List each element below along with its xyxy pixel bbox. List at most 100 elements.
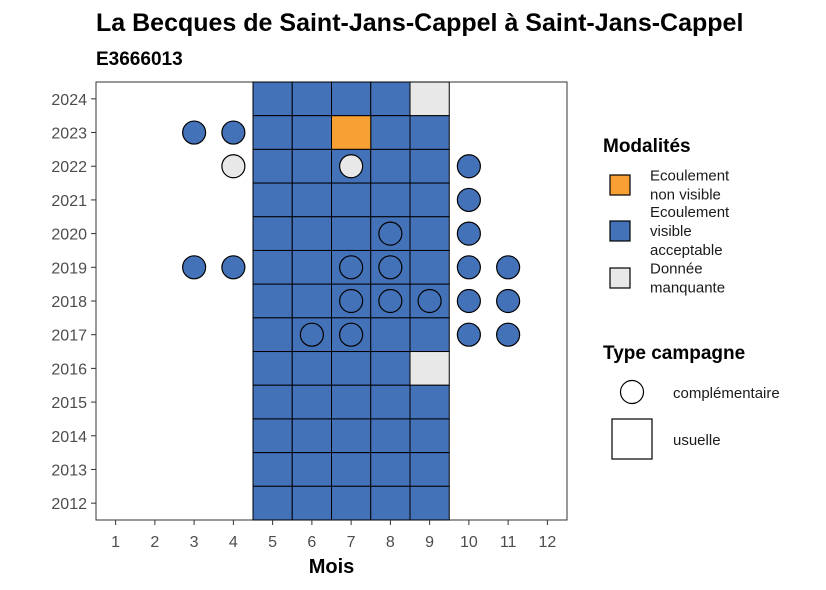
- tile-2022-6: [291, 148, 332, 184]
- tile-2019-5: [252, 249, 293, 285]
- tile-2021-6: [291, 182, 332, 218]
- tile-2015-7: [331, 384, 372, 420]
- legend-square-key: [611, 418, 653, 460]
- tile-2022-8: [370, 148, 411, 184]
- y-tick-label: 2020: [51, 227, 87, 244]
- y-tick-label: 2015: [51, 395, 87, 412]
- tile-2023-6: [291, 115, 332, 150]
- x-tick-label: 9: [425, 534, 434, 551]
- tile-2013-9: [409, 452, 450, 487]
- tile-2015-5: [252, 384, 293, 420]
- legend-key-0: [609, 174, 631, 196]
- legend-label: Ecoulement: [650, 204, 730, 221]
- chart-title: La Becques de Saint-Jans-Cappel à Saint-…: [96, 9, 743, 37]
- x-axis-title: Mois: [309, 556, 355, 578]
- point-2017-7: [339, 322, 364, 347]
- tile-2018-5: [252, 283, 293, 319]
- tile-2021-5: [252, 182, 293, 218]
- legend-title-campagne: Type campagne: [603, 343, 745, 364]
- point-2018-11: [496, 288, 521, 314]
- tile-2013-6: [291, 452, 332, 487]
- tile-2024-7: [331, 81, 372, 117]
- point-2023-4: [221, 120, 246, 145]
- tile-2012-5: [252, 485, 293, 521]
- tile-2015-9: [409, 384, 450, 420]
- x-tick-label: 12: [538, 534, 556, 551]
- legend-label: non visible: [650, 187, 721, 204]
- tile-2017-9: [409, 317, 450, 353]
- tile-2014-5: [252, 418, 293, 454]
- point-2019-7: [339, 255, 364, 280]
- y-tick-label: 2016: [51, 361, 87, 378]
- legend-label: manquante: [650, 280, 725, 297]
- legend-label: complémentaire: [673, 385, 780, 402]
- tile-2012-9: [409, 485, 450, 521]
- tile-2016-6: [291, 351, 332, 386]
- point-2019-8: [378, 255, 403, 280]
- tile-2022-9: [409, 148, 450, 184]
- x-tick-label: 3: [190, 534, 199, 551]
- y-tick-label: 2022: [51, 159, 87, 176]
- y-tick-label: 2012: [51, 496, 87, 513]
- tile-2023-7: [331, 115, 372, 150]
- legend-key-1: [609, 220, 631, 242]
- tile-2013-7: [331, 452, 372, 487]
- y-tick-label: 2023: [51, 126, 87, 143]
- tile-2022-5: [252, 148, 293, 184]
- y-tick-label: 2014: [51, 429, 87, 446]
- legend-key-2: [609, 267, 631, 289]
- tile-2014-7: [331, 418, 372, 454]
- tile-2020-6: [291, 216, 332, 251]
- legend-label: usuelle: [673, 432, 721, 449]
- point-2019-11: [496, 255, 521, 280]
- y-tick-label: 2021: [51, 193, 87, 210]
- tile-2017-5: [252, 317, 293, 353]
- x-tick-label: 2: [150, 534, 159, 551]
- x-tick-label: 5: [268, 534, 277, 551]
- point-2020-10: [456, 221, 481, 246]
- x-tick-label: 6: [307, 534, 316, 551]
- tile-2016-7: [331, 351, 372, 386]
- tile-2023-5: [252, 115, 293, 150]
- tile-2024-8: [370, 81, 411, 117]
- tile-2014-9: [409, 418, 450, 454]
- point-2018-7: [339, 288, 364, 314]
- legend-label: Ecoulement: [650, 168, 730, 185]
- y-tick-label: 2017: [51, 328, 87, 345]
- tile-2014-8: [370, 418, 411, 454]
- tile-2023-8: [370, 115, 411, 150]
- point-2017-11: [496, 322, 521, 347]
- tile-2019-6: [291, 249, 332, 285]
- x-tick-label: 11: [500, 534, 517, 551]
- tile-2024-5: [252, 81, 293, 117]
- tile-2018-6: [291, 283, 332, 319]
- y-tick-label: 2024: [51, 92, 87, 109]
- legend-circle-key: [619, 379, 645, 405]
- point-2018-9: [417, 288, 442, 314]
- point-2022-7: [339, 154, 364, 179]
- x-tick-label: 10: [460, 534, 478, 551]
- complementary-campaign-points: [182, 120, 521, 347]
- tile-2015-8: [370, 384, 411, 420]
- point-2019-10: [456, 255, 481, 280]
- y-axis: 2012 2013 2014 2015 2016 2017 2018 2019 2020 2021…: [51, 92, 96, 513]
- tile-2016-5: [252, 351, 293, 386]
- tile-2013-5: [252, 452, 293, 487]
- tile-2021-9: [409, 182, 450, 218]
- legend-campagne: complémentaire usuelle: [611, 379, 780, 460]
- tile-2020-5: [252, 216, 293, 251]
- point-2017-6: [299, 322, 324, 347]
- x-axis: 1 2 3 4 5 6 7 8 9 10 11 12: [111, 520, 556, 551]
- tile-2024-6: [291, 81, 332, 117]
- tile-2020-9: [409, 216, 450, 251]
- tile-2014-6: [291, 418, 332, 454]
- x-tick-label: 4: [229, 534, 238, 551]
- legend-label: Donnée: [650, 261, 703, 278]
- x-tick-label: 8: [386, 534, 395, 551]
- legend-label: acceptable: [650, 242, 723, 259]
- y-tick-label: 2018: [51, 294, 87, 311]
- chart-subtitle: E3666013: [96, 49, 183, 70]
- legend-title-modalites: Modalités: [603, 136, 691, 157]
